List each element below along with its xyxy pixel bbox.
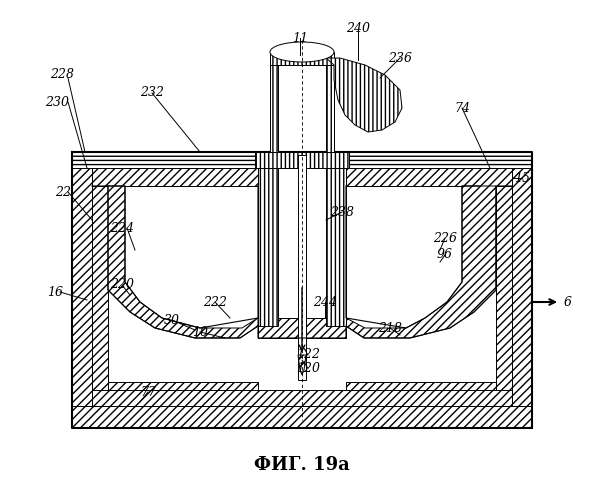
Text: 10: 10 (192, 326, 208, 338)
Polygon shape (512, 152, 532, 406)
Polygon shape (346, 382, 496, 390)
Polygon shape (346, 186, 496, 338)
Text: 11: 11 (292, 32, 308, 44)
Polygon shape (255, 152, 349, 168)
Polygon shape (108, 382, 258, 390)
Polygon shape (72, 152, 532, 428)
Polygon shape (270, 52, 334, 65)
Text: 232: 232 (140, 86, 164, 100)
Text: 224: 224 (110, 222, 134, 234)
Polygon shape (326, 60, 334, 152)
Text: 6: 6 (564, 296, 572, 308)
Polygon shape (258, 318, 346, 338)
Text: 22: 22 (55, 186, 71, 198)
Text: ФИГ. 19а: ФИГ. 19а (254, 456, 350, 474)
Polygon shape (346, 168, 512, 186)
Polygon shape (72, 152, 532, 168)
Polygon shape (72, 152, 92, 406)
Text: 16: 16 (47, 286, 63, 298)
Polygon shape (496, 168, 512, 390)
Text: 30: 30 (164, 314, 180, 326)
Polygon shape (326, 152, 346, 326)
Text: 96: 96 (437, 248, 453, 262)
Polygon shape (258, 152, 278, 326)
Ellipse shape (270, 42, 334, 62)
Text: 236: 236 (388, 52, 412, 64)
Polygon shape (108, 186, 258, 338)
Text: 228: 228 (50, 68, 74, 82)
Text: 220: 220 (110, 278, 134, 291)
Polygon shape (326, 58, 402, 132)
Polygon shape (92, 390, 512, 406)
Text: 238: 238 (330, 206, 354, 218)
Text: 240: 240 (346, 22, 370, 35)
Polygon shape (298, 155, 306, 380)
Text: 230: 230 (45, 96, 69, 108)
Text: 222: 222 (203, 296, 227, 308)
Text: 15: 15 (514, 172, 530, 184)
Text: 218: 218 (378, 322, 402, 334)
Text: 244: 244 (313, 296, 337, 308)
Polygon shape (92, 168, 108, 390)
Text: 120: 120 (296, 362, 320, 374)
Text: 226: 226 (433, 232, 457, 244)
Polygon shape (270, 60, 278, 152)
Polygon shape (72, 406, 532, 428)
Polygon shape (258, 152, 346, 168)
Text: 74: 74 (454, 102, 470, 114)
Text: 122: 122 (296, 348, 320, 362)
Polygon shape (298, 355, 306, 375)
Polygon shape (92, 168, 258, 186)
Text: 77: 77 (140, 386, 156, 398)
